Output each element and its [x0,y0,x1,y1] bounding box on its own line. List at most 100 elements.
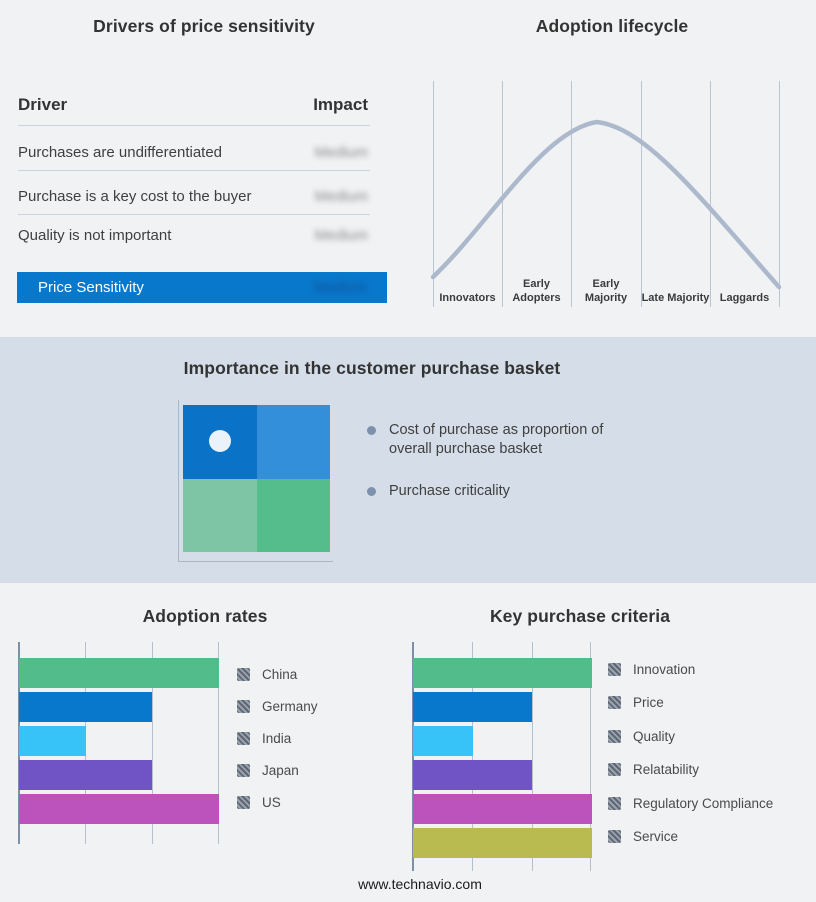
gridline [710,81,711,307]
position-marker-dot [209,430,231,452]
legend-item: Price [608,695,664,710]
drivers-table-header: Driver Impact [18,95,368,115]
quadrant-x-axis [178,561,333,562]
bar-quality [413,726,473,756]
column-impact: Impact [313,95,368,114]
legend-item: Service [608,829,678,844]
legend-label: US [262,795,281,810]
legend-swatch-icon [237,796,250,809]
legend-item: Germany [237,699,318,714]
adoption-rates-title: Adoption rates [142,606,268,626]
legend-label: China [262,667,298,682]
legend-swatch-icon [237,700,250,713]
legend-item: Quality [608,729,675,744]
legend-swatch-icon [608,797,621,810]
gridline [641,81,642,307]
bar-japan [19,760,153,790]
legend-item: China [237,667,297,682]
basket-title: Importance in the customer purchase bask… [183,358,561,378]
quadrant-cell-top-right [257,405,330,479]
key-purchase-criteria-chart: Key purchase criteria Innovation Price Q… [408,583,816,902]
bar-relatability [413,760,533,790]
purchase-basket-band: Importance in the customer purchase bask… [0,337,816,583]
bullet-text: Purchase criticality [389,483,510,499]
driver-label: Quality is not important [18,226,172,244]
bar-china [19,658,219,688]
y-axis [412,642,414,871]
impact-value: Medium [314,143,368,161]
legend-item: US [237,795,281,810]
bar-price [413,692,533,722]
legend-label: Japan [262,763,299,778]
legend-label: Germany [262,699,318,714]
legend-swatch-icon [608,696,621,709]
legend-swatch-icon [237,764,250,777]
gridline [779,81,780,307]
bar-regulatory-compliance [413,794,592,824]
gridline [152,642,153,844]
gridline [433,81,434,307]
legend-label: Quality [633,729,676,744]
bar-india [19,726,86,756]
table-row: Purchases are undifferentiated Medium [18,141,368,163]
stage-label: Laggards [719,292,770,304]
quadrant-cell-bottom-right [257,479,330,552]
divider [18,125,370,126]
quadrant-cell-bottom-left [183,479,257,552]
bullet-icon [367,426,376,435]
lifecycle-title: Adoption lifecycle [535,16,689,36]
driver-label: Purchase is a key cost to the buyer [18,187,252,205]
legend-item: Regulatory Compliance [608,796,773,811]
bullet-item: Cost of purchase as proportion of overal… [367,421,637,459]
plot-area [412,642,592,871]
stage-label: Innovators [439,292,496,304]
quadrant-cell-top-left [183,405,257,479]
stage-label: Early Majority [584,278,628,304]
legend-swatch-icon [608,763,621,776]
bar-germany [19,692,153,722]
stage-label: Early Adopters [512,278,561,304]
column-driver: Driver [18,95,68,114]
gridline [590,642,591,871]
key-purchase-criteria-title: Key purchase criteria [489,606,671,626]
bell-curve [430,119,782,290]
gridline [472,642,473,871]
gridline [571,81,572,307]
legend-label: Regulatory Compliance [633,796,774,811]
impact-value: Medium [314,187,368,205]
bar-innovation [413,658,592,688]
bullet-item: Purchase criticality [367,482,637,501]
gridline [218,642,219,844]
legend-label: Service [633,829,679,844]
impact-value: Medium [314,226,368,244]
legend-item: Japan [237,763,299,778]
table-row: Purchase is a key cost to the buyer Medi… [18,185,368,207]
legend-swatch-icon [608,730,621,743]
bar-service [413,828,592,858]
legend-label: India [262,731,292,746]
legend-item: Relatability [608,762,699,777]
stage-label: Late Majority [641,292,710,304]
bullet-icon [367,487,376,496]
divider [18,214,370,215]
legend-swatch-icon [608,830,621,843]
gridline [532,642,533,871]
drivers-panel: Drivers of price sensitivity Driver Impa… [0,0,408,337]
price-sensitivity-highlight-row: Price Sensitivity Medium [17,272,387,303]
quadrant-y-axis [178,400,179,562]
legend-swatch-icon [237,668,250,681]
driver-label: Price Sensitivity [38,279,144,296]
table-row: Quality is not important Medium [18,224,368,246]
bar-us [19,794,219,824]
legend-label: Relatability [633,762,700,777]
legend-label: Innovation [633,662,696,677]
adoption-rates-chart: Adoption rates China Germany India Jap [0,583,408,902]
legend-item: Innovation [608,662,695,677]
divider [18,170,370,171]
gridline [502,81,503,307]
bullet-text: Cost of purchase as proportion of overal… [389,422,604,457]
legend-swatch-icon [237,732,250,745]
legend-item: India [237,731,291,746]
legend-swatch-icon [608,663,621,676]
